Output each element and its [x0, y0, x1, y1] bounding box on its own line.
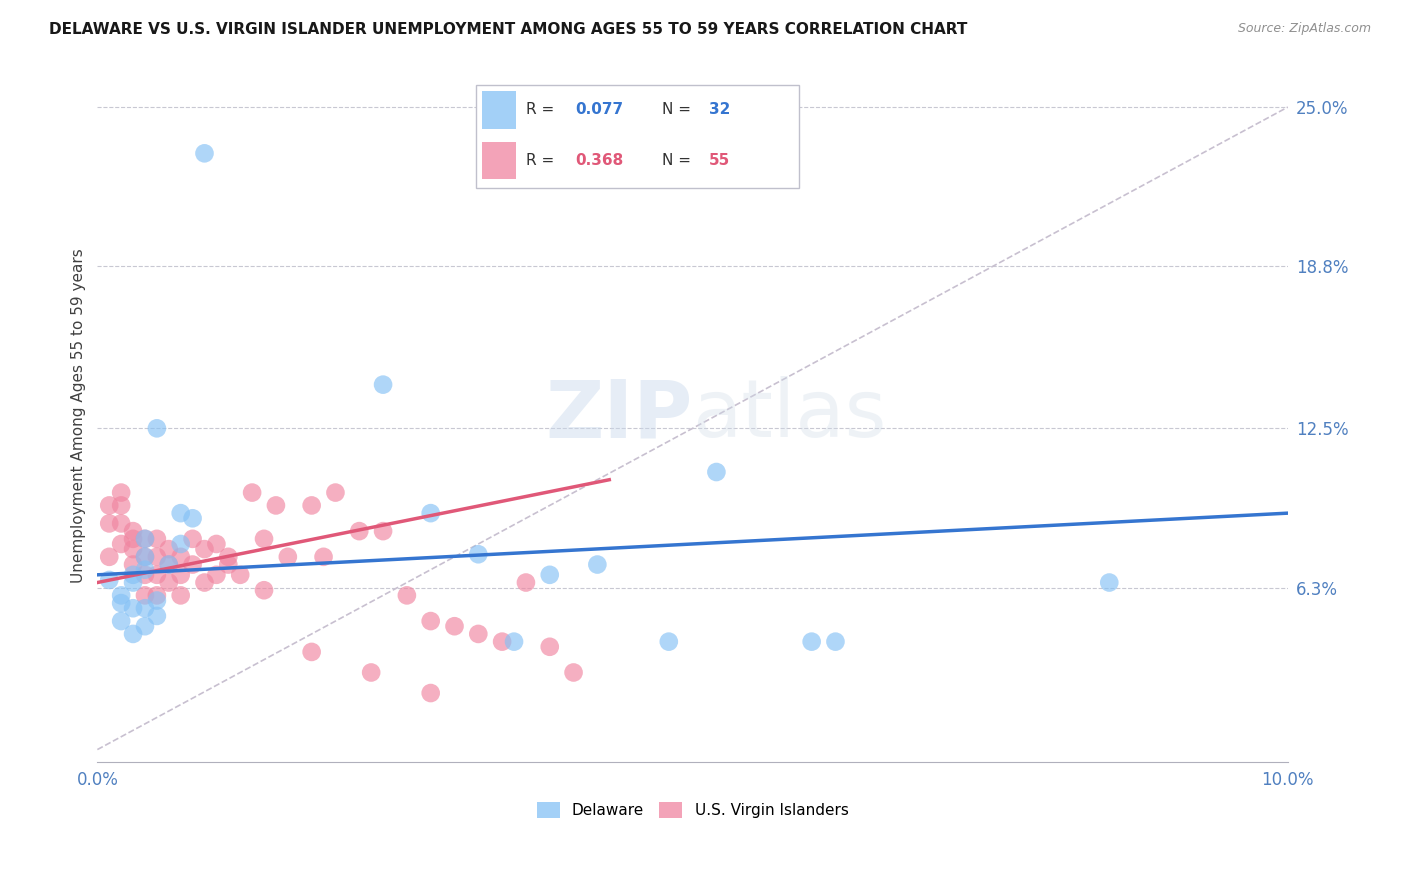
Point: [253, 583, 276, 598]
Point: [170, 537, 193, 551]
Text: atlas: atlas: [693, 376, 887, 455]
Point: [515, 575, 537, 590]
Point: [134, 567, 156, 582]
Text: Source: ZipAtlas.com: Source: ZipAtlas.com: [1237, 22, 1371, 36]
Point: [800, 634, 823, 648]
Point: [395, 588, 418, 602]
Point: [122, 532, 145, 546]
Text: ZIP: ZIP: [546, 376, 693, 455]
Point: [419, 506, 441, 520]
Point: [170, 588, 193, 602]
Point: [110, 499, 132, 513]
Point: [122, 524, 145, 538]
Point: [146, 593, 169, 607]
Point: [253, 532, 276, 546]
Point: [586, 558, 609, 572]
Point: [134, 619, 156, 633]
Point: [122, 627, 145, 641]
Point: [134, 563, 156, 577]
Point: [301, 645, 323, 659]
Point: [419, 614, 441, 628]
Point: [217, 549, 239, 564]
Point: [134, 601, 156, 615]
Point: [110, 588, 132, 602]
Point: [419, 686, 441, 700]
Point: [146, 609, 169, 624]
Y-axis label: Unemployment Among Ages 55 to 59 years: Unemployment Among Ages 55 to 59 years: [72, 248, 86, 582]
Point: [134, 588, 156, 602]
Point: [240, 485, 263, 500]
Point: [503, 634, 526, 648]
Point: [110, 485, 132, 500]
Legend: Delaware, U.S. Virgin Islanders: Delaware, U.S. Virgin Islanders: [530, 796, 855, 824]
Point: [170, 567, 193, 582]
Point: [122, 542, 145, 557]
Point: [98, 499, 121, 513]
Point: [134, 549, 156, 564]
Point: [467, 627, 489, 641]
Point: [122, 575, 145, 590]
Point: [277, 549, 299, 564]
Point: [146, 567, 169, 582]
Point: [217, 558, 239, 572]
Point: [122, 558, 145, 572]
Point: [371, 377, 394, 392]
Point: [205, 567, 228, 582]
Point: [229, 567, 252, 582]
Point: [110, 614, 132, 628]
Point: [181, 511, 204, 525]
Point: [443, 619, 465, 633]
Point: [193, 542, 215, 557]
Point: [110, 537, 132, 551]
Point: [538, 567, 561, 582]
Text: DELAWARE VS U.S. VIRGIN ISLANDER UNEMPLOYMENT AMONG AGES 55 TO 59 YEARS CORRELAT: DELAWARE VS U.S. VIRGIN ISLANDER UNEMPLO…: [49, 22, 967, 37]
Point: [122, 601, 145, 615]
Point: [706, 465, 728, 479]
Point: [157, 575, 180, 590]
Point: [170, 506, 193, 520]
Point: [193, 146, 215, 161]
Point: [181, 558, 204, 572]
Point: [301, 499, 323, 513]
Point: [264, 499, 287, 513]
Point: [122, 567, 145, 582]
Point: [467, 547, 489, 561]
Point: [110, 516, 132, 531]
Point: [146, 549, 169, 564]
Point: [349, 524, 371, 538]
Point: [134, 532, 156, 546]
Point: [312, 549, 335, 564]
Point: [325, 485, 347, 500]
Point: [824, 634, 846, 648]
Point: [157, 542, 180, 557]
Point: [193, 575, 215, 590]
Point: [205, 537, 228, 551]
Point: [181, 532, 204, 546]
Point: [658, 634, 681, 648]
Point: [98, 549, 121, 564]
Point: [110, 596, 132, 610]
Point: [146, 421, 169, 435]
Point: [157, 558, 180, 572]
Point: [562, 665, 585, 680]
Point: [134, 532, 156, 546]
Point: [170, 549, 193, 564]
Point: [98, 573, 121, 587]
Point: [491, 634, 513, 648]
Point: [157, 558, 180, 572]
Point: [371, 524, 394, 538]
Point: [538, 640, 561, 654]
Point: [98, 516, 121, 531]
Point: [146, 588, 169, 602]
Point: [146, 532, 169, 546]
Point: [360, 665, 382, 680]
Point: [1098, 575, 1121, 590]
Point: [134, 549, 156, 564]
